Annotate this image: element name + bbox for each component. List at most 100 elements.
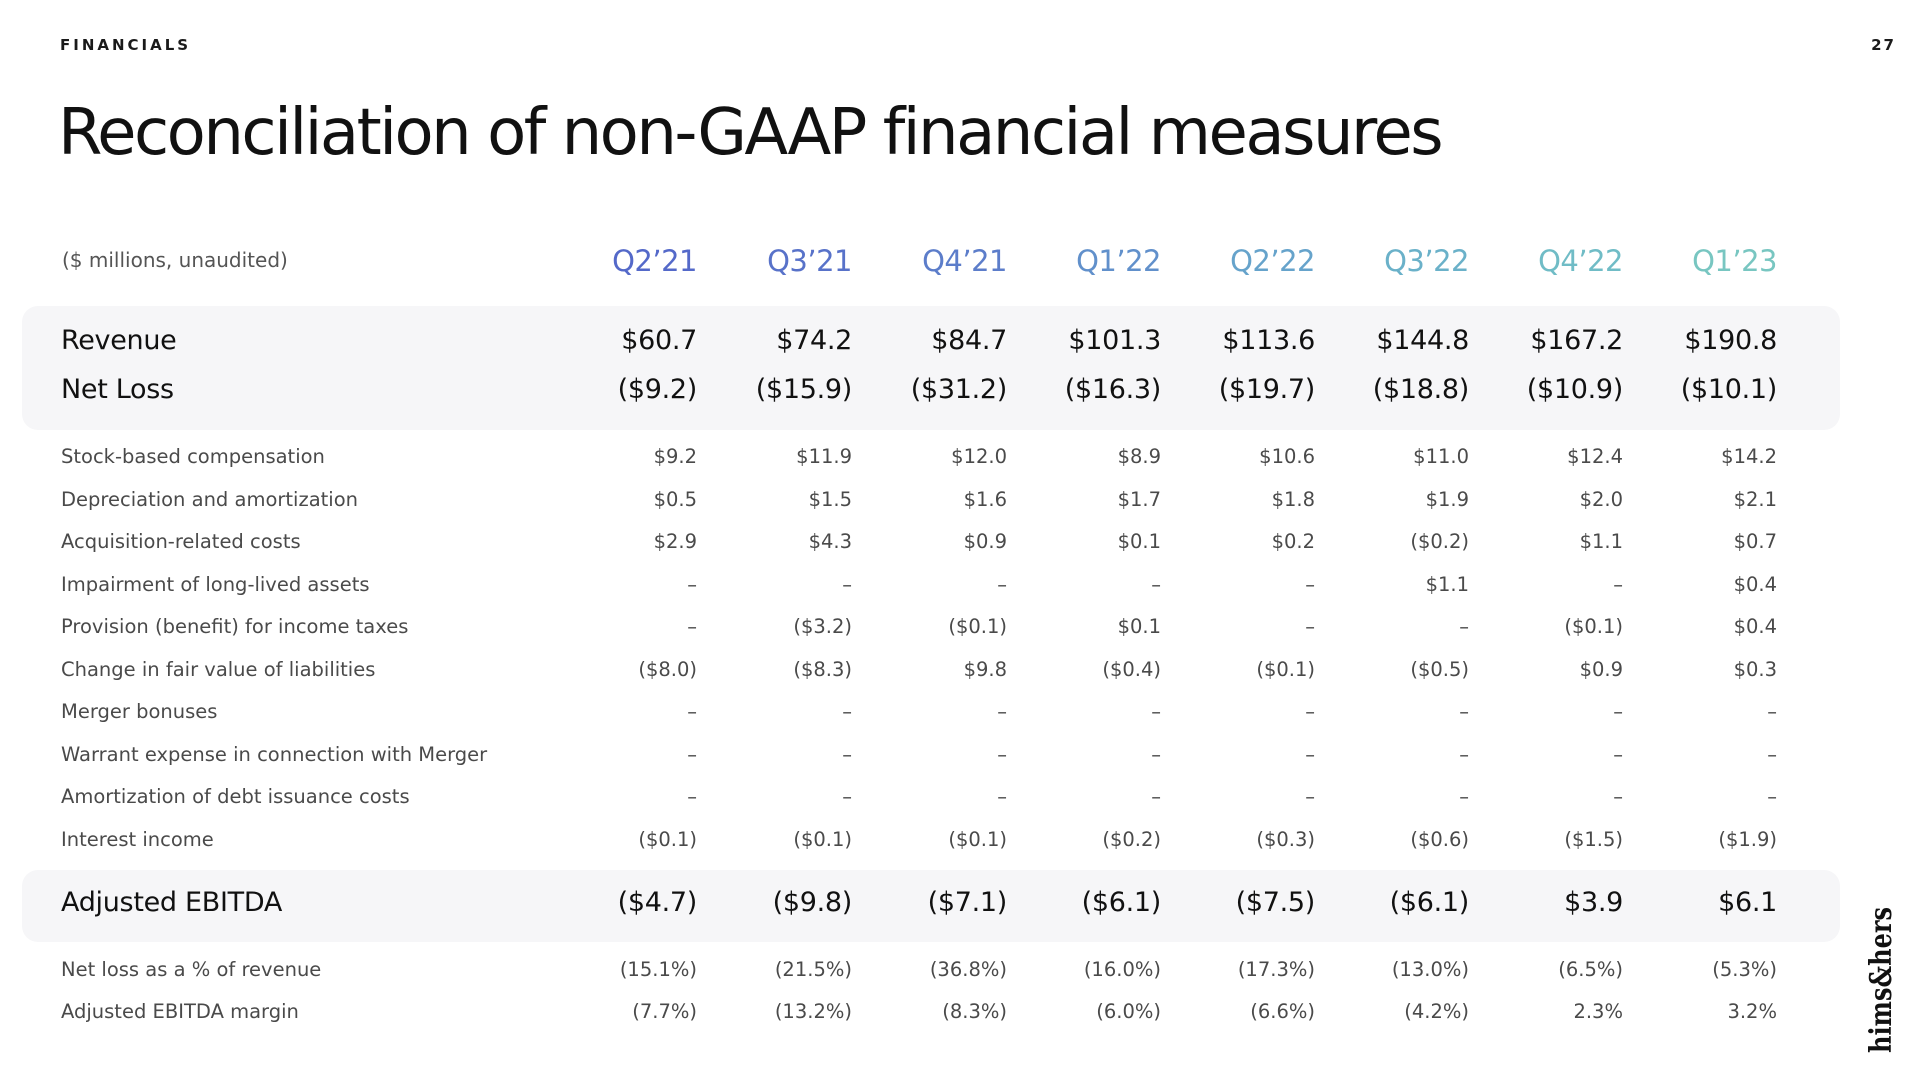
table-cell: –: [1151, 785, 1161, 808]
table-cell: –: [687, 700, 697, 723]
quarter-header: Q1’22: [1076, 244, 1161, 278]
table-cell: (36.8%): [929, 958, 1007, 981]
page-title: Reconciliation of non-GAAP financial mea…: [58, 96, 1444, 170]
table-cell: ($0.1): [1564, 615, 1623, 638]
row-label: Net Loss: [61, 374, 174, 405]
table-cell: (17.3%): [1237, 958, 1315, 981]
table-cell: ($10.1): [1680, 374, 1778, 405]
table-cell: ($0.1): [948, 615, 1007, 638]
row-label: Provision (benefit) for income taxes: [61, 615, 409, 638]
table-cell: $0.1: [1117, 530, 1161, 553]
table-cell: ($10.9): [1526, 374, 1624, 405]
section-label: FINANCIALS: [60, 36, 192, 54]
table-cell: $1.1: [1579, 530, 1623, 553]
row-label: Merger bonuses: [61, 700, 218, 723]
table-cell: ($0.1): [948, 827, 1007, 851]
table-cell: $1.6: [963, 487, 1007, 511]
table-cell: ($0.1): [793, 827, 852, 851]
table-cell: $12.4: [1567, 445, 1623, 468]
table-cell: –: [1767, 785, 1777, 808]
table-cell: $2.9: [653, 530, 697, 553]
row-label: Amortization of debt issuance costs: [61, 785, 410, 808]
table-cell: 2.3%: [1573, 1000, 1623, 1023]
row-label: Warrant expense in connection with Merge…: [61, 742, 488, 766]
table-cell: –: [687, 572, 697, 596]
page-number: 27: [1871, 36, 1896, 54]
table-cell: –: [1767, 700, 1777, 723]
table-cell: $0.4: [1733, 572, 1777, 596]
table-cell: –: [1613, 742, 1623, 766]
table-cell: $11.9: [796, 445, 852, 468]
table-cell: ($31.2): [910, 374, 1008, 405]
table-cell: –: [997, 785, 1007, 808]
quarter-header: Q2’21: [612, 244, 697, 278]
table-cell: $2.0: [1579, 487, 1623, 511]
table-cell: ($6.1): [1389, 887, 1470, 918]
logo-text: hims&hers: [1864, 907, 1899, 1053]
table-cell: ($7.5): [1235, 887, 1316, 918]
table-cell: –: [842, 700, 852, 723]
table-cell: ($6.1): [1081, 887, 1162, 918]
table-cell: –: [687, 742, 697, 766]
table-cell: –: [1151, 700, 1161, 723]
table-cell: –: [1305, 572, 1315, 596]
table-cell: $60.7: [621, 325, 697, 356]
table-cell: $1.5: [808, 487, 852, 511]
table-cell: $1.1: [1425, 572, 1469, 596]
table-cell: –: [1613, 700, 1623, 723]
table-cell: –: [687, 785, 697, 808]
quarter-header: Q2’22: [1230, 244, 1315, 278]
table-cell: (7.7%): [632, 1000, 697, 1023]
table-cell: ($9.2): [617, 374, 698, 405]
table-cell: ($1.5): [1564, 827, 1623, 851]
table-cell: $11.0: [1413, 445, 1469, 468]
row-label: Acquisition-related costs: [61, 530, 301, 553]
table-cell: –: [997, 742, 1007, 766]
table-cell: $0.2: [1271, 530, 1315, 553]
table-cell: (4.2%): [1404, 1000, 1469, 1023]
table-cell: –: [1613, 572, 1623, 596]
table-cell: –: [997, 572, 1007, 596]
quarter-header: Q3’21: [767, 244, 852, 278]
table-cell: ($19.7): [1218, 374, 1316, 405]
row-label: Adjusted EBITDA: [61, 887, 283, 918]
table-cell: $84.7: [931, 325, 1007, 356]
table-cell: $6.1: [1718, 887, 1777, 918]
table-cell: ($0.5): [1410, 657, 1469, 681]
quarter-header: Q4’21: [922, 244, 1007, 278]
ebitda-band: [22, 870, 1840, 942]
table-cell: ($0.6): [1410, 827, 1469, 851]
table-cell: $0.9: [963, 530, 1007, 553]
table-cell: $101.3: [1068, 325, 1161, 356]
table-cell: $113.6: [1222, 325, 1315, 356]
table-cell: $1.7: [1117, 487, 1161, 511]
table-cell: $8.9: [1117, 445, 1161, 468]
table-cell: –: [1767, 742, 1777, 766]
table-cell: ($16.3): [1064, 374, 1162, 405]
table-cell: (16.0%): [1083, 958, 1161, 981]
quarter-header-row: Q2’21 Q3’21 Q4’21 Q1’22 Q2’22 Q3’22 Q4’22 Q1’23: [0, 244, 1920, 284]
table-cell: $190.8: [1684, 325, 1777, 356]
row-label: Stock-based compensation: [61, 445, 325, 468]
table-cell: $12.0: [951, 445, 1007, 468]
row-label: Revenue: [61, 325, 177, 356]
table-cell: $144.8: [1376, 325, 1469, 356]
table-cell: ($0.3): [1256, 827, 1315, 851]
table-cell: $14.2: [1721, 445, 1777, 468]
table-cell: ($0.1): [1256, 657, 1315, 681]
table-cell: –: [1305, 785, 1315, 808]
table-cell: –: [842, 742, 852, 766]
table-cell: (13.2%): [774, 1000, 852, 1023]
table-cell: ($8.3): [793, 657, 852, 681]
table-cell: $10.6: [1259, 445, 1315, 468]
row-label: Depreciation and amortization: [61, 487, 358, 511]
table-cell: $2.1: [1733, 487, 1777, 511]
table-cell: (6.0%): [1096, 1000, 1161, 1023]
row-label: Change in fair value of liabilities: [61, 657, 376, 681]
table-cell: $4.3: [808, 530, 852, 553]
table-cell: $9.8: [963, 657, 1007, 681]
table-cell: ($8.0): [638, 657, 697, 681]
row-label: Net loss as a % of revenue: [61, 958, 322, 981]
table-cell: $0.7: [1733, 530, 1777, 553]
